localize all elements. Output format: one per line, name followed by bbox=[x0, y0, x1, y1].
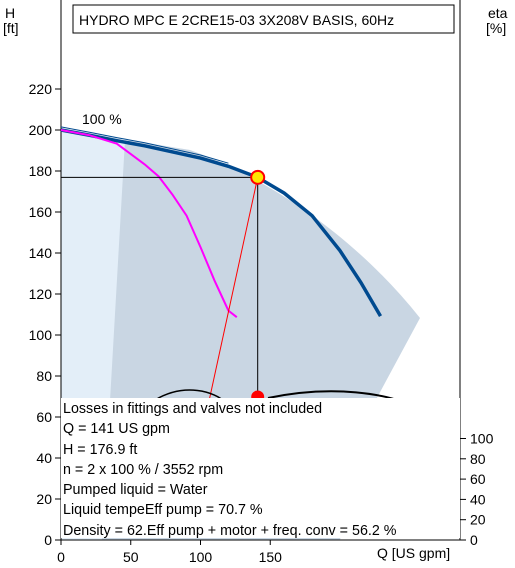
y-tick-label: 140 bbox=[29, 245, 53, 261]
info-density-eff-total: Density = 62.Eff pump + motor + freq. co… bbox=[63, 522, 397, 539]
eta-tick-label: 60 bbox=[470, 471, 486, 487]
y-tick-label: 220 bbox=[29, 81, 53, 97]
y-tick-label: 120 bbox=[29, 286, 53, 302]
y-axis-label-line1: H bbox=[5, 5, 15, 21]
info-liquid-temp-eff-pump: Liquid tempeEff pump = 70.7 % bbox=[63, 502, 263, 519]
y-tick-label: 20 bbox=[36, 491, 52, 507]
pump-curve-100-percent bbox=[60, 128, 383, 317]
y-tick-label: 80 bbox=[36, 368, 52, 384]
x-ticks: 0 50 100 150 bbox=[57, 540, 282, 565]
speed-label: 100 % bbox=[82, 111, 122, 127]
info-pumped-liquid: Pumped liquid = Water bbox=[63, 482, 208, 499]
info-panel: Losses in fittings and valves not includ… bbox=[61, 398, 460, 539]
operating-point-marker bbox=[250, 169, 266, 185]
system-curve bbox=[202, 177, 259, 428]
eta-tick-label: 80 bbox=[470, 451, 486, 467]
y-axis-label-line2: [ft] bbox=[3, 20, 19, 36]
info-losses-note: Losses in fittings and valves not includ… bbox=[63, 401, 323, 417]
chart-title: HYDRO MPC E 2CRE15-03 3X208V BASIS, 60Hz bbox=[79, 12, 394, 28]
x-tick-label: 0 bbox=[57, 549, 65, 565]
y-tick-label: 40 bbox=[36, 450, 52, 466]
info-flow: Q = 141 US gpm bbox=[63, 421, 170, 438]
eta-ticks-right: 0 20 40 60 80 100 bbox=[460, 431, 494, 548]
info-speed: n = 2 x 100 % / 3552 rpm bbox=[63, 461, 224, 478]
eta-tick-label: 40 bbox=[470, 491, 486, 507]
y-tick-label: 60 bbox=[36, 409, 52, 425]
y-tick-label: 100 bbox=[29, 327, 53, 343]
y-tick-label: 180 bbox=[29, 163, 53, 179]
title-box bbox=[72, 4, 455, 34]
eta-tick-label: 20 bbox=[470, 512, 486, 528]
eta-tick-label: 100 bbox=[470, 431, 494, 447]
pump-curve-upper-line bbox=[60, 126, 229, 164]
x-axis-label: Q [US gpm] bbox=[377, 545, 450, 561]
x-tick-label: 50 bbox=[123, 549, 139, 565]
y-tick-label: 200 bbox=[29, 122, 53, 138]
x-tick-label: 100 bbox=[189, 549, 213, 565]
info-head: H = 176.9 ft bbox=[63, 441, 138, 458]
y-tick-label: 160 bbox=[29, 204, 53, 220]
y-ticks-left: 0 20 40 60 80 100 120 140 160 180 200 220 bbox=[29, 81, 61, 548]
eta-axis-label-line1: eta bbox=[488, 5, 508, 21]
y-tick-label: 0 bbox=[44, 532, 52, 548]
x-tick-label: 150 bbox=[259, 549, 283, 565]
eta-tick-label: 0 bbox=[470, 532, 478, 548]
eta-axis-label-line2: [%] bbox=[486, 20, 506, 36]
single-pump-curve bbox=[60, 129, 238, 318]
